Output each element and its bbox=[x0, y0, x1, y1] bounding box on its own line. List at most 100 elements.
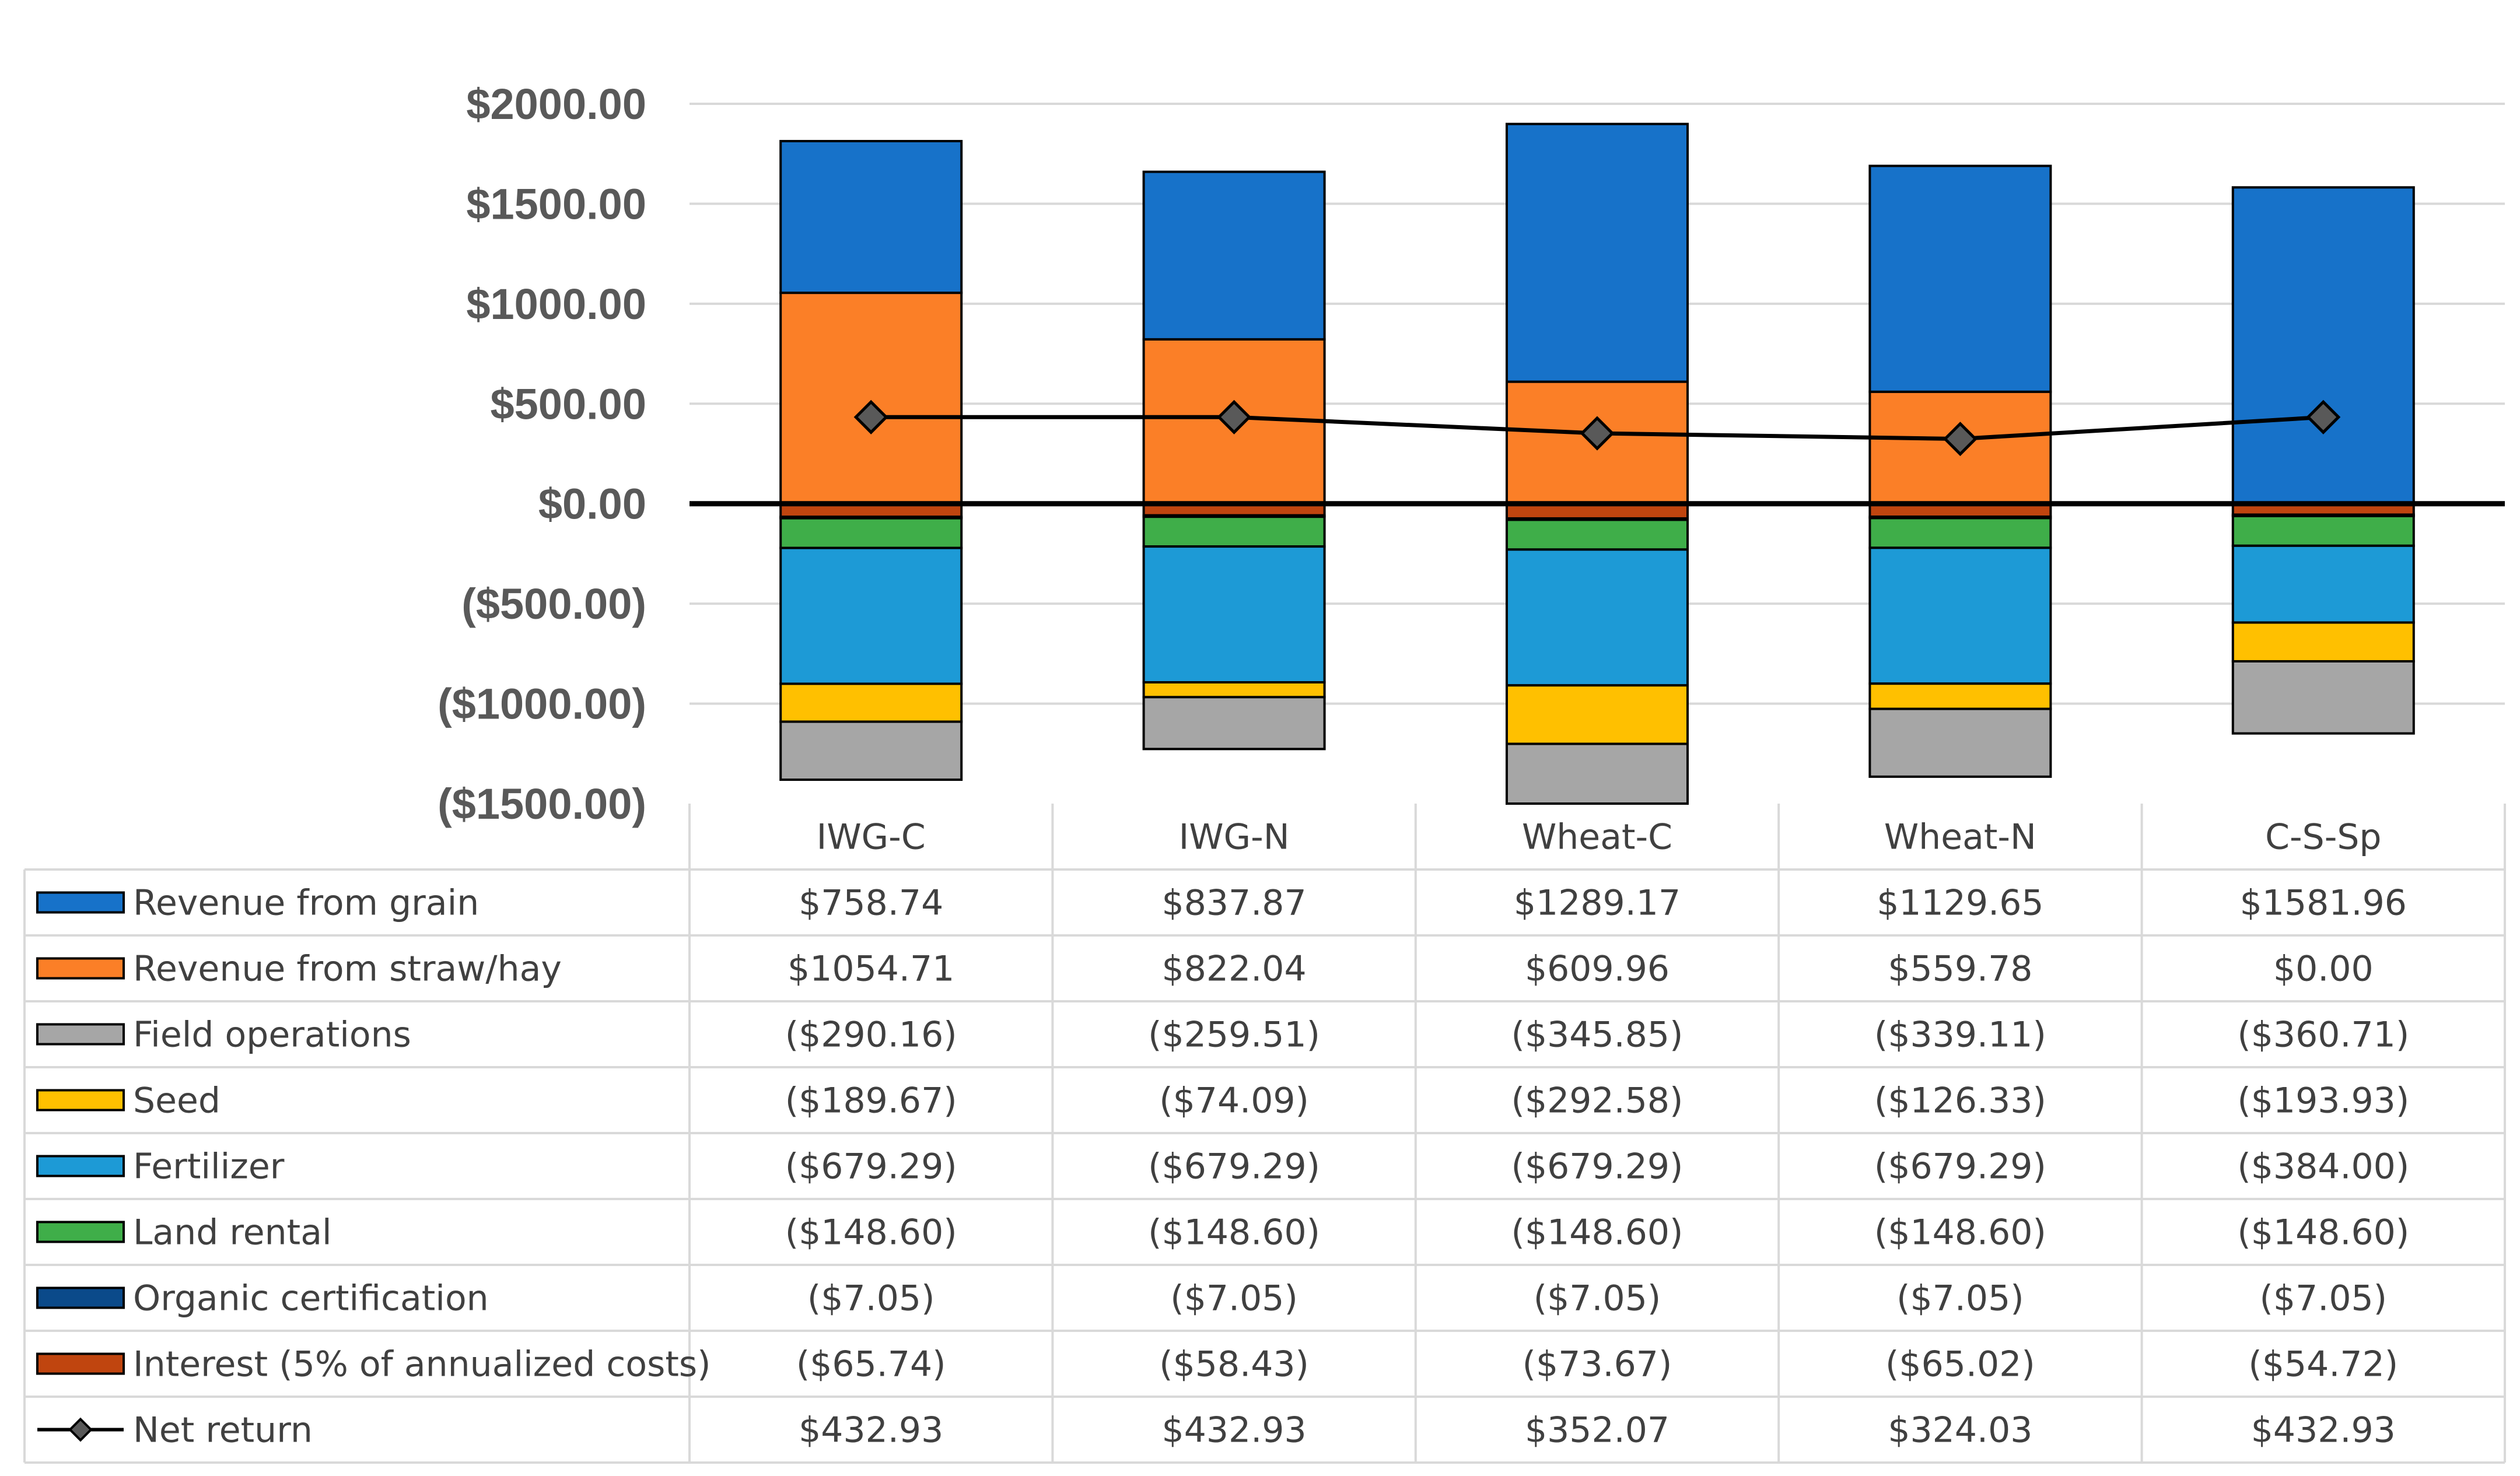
data-label-revenue-from-grain-wheat-c: $1289.17 bbox=[1514, 883, 1681, 924]
data-label-organic-certification-iwg-n: ($7.05) bbox=[1170, 1278, 1298, 1319]
legend-label-seed: Seed bbox=[133, 1081, 220, 1121]
table-row: Fertilizer ($679.29) ($679.29) ($679.29) ($6… bbox=[36, 1147, 2409, 1187]
legend-label-fertilizer: Fertilizer bbox=[133, 1147, 285, 1187]
data-label-interest-5-of-annualized-costs-wheat-n: ($65.02) bbox=[1885, 1344, 2035, 1385]
category-label-wheat-c: Wheat-C bbox=[1522, 817, 1672, 858]
y-tick-label: ($500.00) bbox=[461, 580, 646, 628]
table-row: Revenue from straw/hay $1054.71 $822.04 $60… bbox=[36, 949, 2374, 990]
table-row: Field operations ($290.16) ($259.51) ($345.… bbox=[36, 1015, 2409, 1056]
bar-land-rental-c-s-sp bbox=[2231, 514, 2415, 547]
data-label-fertilizer-iwg-c: ($679.29) bbox=[785, 1147, 957, 1187]
data-label-seed-iwg-c: ($189.67) bbox=[785, 1081, 957, 1121]
bar-revenue-from-grain-c-s-sp bbox=[2231, 186, 2415, 505]
bar-seed-wheat-n bbox=[1868, 682, 2052, 710]
y-tick-label: ($1000.00) bbox=[438, 680, 646, 728]
bar-field-operations-wheat-c bbox=[1506, 742, 1689, 805]
bar-revenue-from-grain-iwg-n bbox=[1142, 170, 1326, 341]
category-label-c-s-sp: C-S-Sp bbox=[2265, 817, 2381, 858]
data-label-field-operations-c-s-sp: ($360.71) bbox=[2237, 1015, 2409, 1056]
legend-label-interest-5-of-annualized-costs: Interest (5% of annualized costs) bbox=[133, 1344, 711, 1385]
data-label-fertilizer-wheat-c: ($679.29) bbox=[1511, 1147, 1684, 1187]
bars bbox=[779, 122, 2415, 805]
legend-label-revenue-from-grain: Revenue from grain bbox=[133, 883, 479, 924]
legend-swatch-seed bbox=[36, 1089, 125, 1112]
bar-fertilizer-wheat-c bbox=[1506, 548, 1689, 687]
data-label-net-return-iwg-c: $432.93 bbox=[799, 1410, 943, 1451]
bar-seed-c-s-sp bbox=[2231, 621, 2415, 662]
bar-seed-iwg-c bbox=[779, 682, 963, 723]
table-row: Net return $432.93 $432.93 $352.07 $324.03 $4… bbox=[37, 1410, 2396, 1451]
table-row: Revenue from grain $758.74 $837.87 $1289.17… bbox=[36, 883, 2407, 924]
bar-seed-wheat-c bbox=[1506, 684, 1689, 745]
data-label-seed-wheat-n: ($126.33) bbox=[1874, 1081, 2046, 1121]
legend-swatch-revenue-from-straw-hay bbox=[36, 957, 125, 980]
category-label-iwg-n: IWG-N bbox=[1179, 817, 1290, 858]
net-return-marker-iwg-c bbox=[853, 399, 888, 434]
bar-land-rental-wheat-n bbox=[1868, 517, 2052, 549]
legend-swatch-organic-certification bbox=[36, 1286, 125, 1309]
legend-label-field-operations: Field operations bbox=[133, 1015, 411, 1056]
bar-land-rental-iwg-c bbox=[779, 517, 963, 549]
net-return-marker-c-s-sp bbox=[2306, 399, 2341, 434]
data-label-land-rental-iwg-c: ($148.60) bbox=[785, 1212, 957, 1253]
data-label-revenue-from-grain-iwg-c: $758.74 bbox=[799, 883, 943, 924]
data-label-net-return-wheat-c: $352.07 bbox=[1525, 1410, 1670, 1451]
data-label-land-rental-iwg-n: ($148.60) bbox=[1148, 1212, 1320, 1253]
data-label-revenue-from-straw-hay-iwg-n: $822.04 bbox=[1162, 949, 1307, 990]
data-label-seed-iwg-n: ($74.09) bbox=[1159, 1081, 1309, 1121]
data-label-organic-certification-wheat-n: ($7.05) bbox=[1896, 1278, 2024, 1319]
data-label-land-rental-wheat-n: ($148.60) bbox=[1874, 1212, 2046, 1253]
legend-swatch-revenue-from-grain bbox=[36, 891, 125, 914]
legend-swatch-field-operations bbox=[36, 1023, 125, 1046]
data-label-fertilizer-iwg-n: ($679.29) bbox=[1148, 1147, 1320, 1187]
legend-label-land-rental: Land rental bbox=[133, 1212, 332, 1253]
data-label-field-operations-iwg-n: ($259.51) bbox=[1148, 1015, 1320, 1056]
category-label-iwg-c: IWG-C bbox=[817, 817, 926, 858]
data-label-net-return-wheat-n: $324.03 bbox=[1888, 1410, 2032, 1451]
bar-revenue-from-straw-hay-iwg-c bbox=[779, 292, 963, 505]
y-tick-label: $500.00 bbox=[491, 380, 647, 428]
data-label-land-rental-c-s-sp: ($148.60) bbox=[2237, 1212, 2409, 1253]
bar-revenue-from-grain-wheat-c bbox=[1506, 122, 1689, 383]
net-return-marker-wheat-n bbox=[1943, 422, 1978, 457]
bar-fertilizer-iwg-n bbox=[1142, 545, 1326, 684]
data-label-seed-c-s-sp: ($193.93) bbox=[2237, 1081, 2409, 1121]
y-tick-label: ($1500.00) bbox=[438, 780, 646, 828]
bar-field-operations-iwg-c bbox=[779, 720, 963, 781]
data-label-revenue-from-straw-hay-c-s-sp: $0.00 bbox=[2273, 949, 2374, 990]
bar-land-rental-iwg-n bbox=[1142, 516, 1326, 548]
data-label-net-return-iwg-n: $432.93 bbox=[1162, 1410, 1307, 1451]
y-tick-label: $1500.00 bbox=[466, 180, 646, 228]
data-label-interest-5-of-annualized-costs-iwg-c: ($65.74) bbox=[796, 1344, 946, 1385]
category-label-wheat-n: Wheat-N bbox=[1884, 817, 2036, 858]
data-label-revenue-from-straw-hay-wheat-c: $609.96 bbox=[1525, 949, 1670, 990]
data-label-fertilizer-wheat-n: ($679.29) bbox=[1874, 1147, 2046, 1187]
data-label-interest-5-of-annualized-costs-c-s-sp: ($54.72) bbox=[2248, 1344, 2398, 1385]
legend-label-organic-certification: Organic certification bbox=[133, 1278, 489, 1319]
net-return-line bbox=[853, 399, 2341, 457]
bar-land-rental-wheat-c bbox=[1506, 518, 1689, 551]
data-label-revenue-from-straw-hay-iwg-c: $1054.71 bbox=[788, 949, 954, 990]
data-label-interest-5-of-annualized-costs-wheat-c: ($73.67) bbox=[1522, 1344, 1672, 1385]
data-label-field-operations-wheat-c: ($345.85) bbox=[1511, 1015, 1684, 1056]
bar-field-operations-wheat-n bbox=[1868, 707, 2052, 778]
data-label-organic-certification-c-s-sp: ($7.05) bbox=[2260, 1278, 2388, 1319]
data-label-fertilizer-c-s-sp: ($384.00) bbox=[2237, 1147, 2409, 1187]
legend-swatch-interest-5-of-annualized-costs bbox=[36, 1352, 125, 1375]
data-label-revenue-from-grain-wheat-n: $1129.65 bbox=[1877, 883, 2043, 924]
bar-revenue-from-grain-wheat-n bbox=[1868, 164, 2052, 393]
legend-swatch-fertilizer bbox=[36, 1155, 125, 1177]
data-label-land-rental-wheat-c: ($148.60) bbox=[1511, 1212, 1684, 1253]
legend-marker-net-return bbox=[68, 1417, 93, 1442]
y-tick-label: $1000.00 bbox=[466, 280, 646, 328]
data-label-seed-wheat-c: ($292.58) bbox=[1511, 1081, 1684, 1121]
data-label-organic-certification-iwg-c: ($7.05) bbox=[807, 1278, 935, 1319]
bar-seed-iwg-n bbox=[1142, 681, 1326, 699]
table-row: Seed ($189.67) ($74.09) ($292.58) ($126.33) (… bbox=[36, 1081, 2409, 1121]
data-label-revenue-from-straw-hay-wheat-n: $559.78 bbox=[1888, 949, 2032, 990]
legend-label-net-return: Net return bbox=[133, 1410, 313, 1451]
data-label-interest-5-of-annualized-costs-iwg-n: ($58.43) bbox=[1159, 1344, 1309, 1385]
net-return-marker-wheat-c bbox=[1580, 416, 1615, 451]
data-label-revenue-from-grain-c-s-sp: $1581.96 bbox=[2240, 883, 2407, 924]
